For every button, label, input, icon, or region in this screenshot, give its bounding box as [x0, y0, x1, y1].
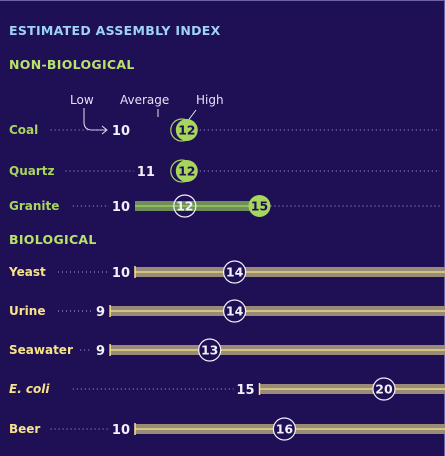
- low-value: 10: [112, 266, 130, 281]
- row-label-beer: Beer: [9, 422, 40, 436]
- low-value: 15: [236, 383, 254, 398]
- average-value: 12: [176, 199, 193, 214]
- top-border: [0, 0, 445, 1]
- average-high-marker: [175, 119, 198, 141]
- average-marker: [372, 377, 396, 401]
- average-value: 14: [226, 265, 244, 280]
- chart-title: ESTIMATED ASSEMBLY INDEX: [9, 23, 221, 38]
- average-value: 16: [276, 422, 294, 437]
- row-label-yeast: Yeast: [8, 265, 46, 279]
- average-marker: [223, 260, 247, 284]
- low-value: 10: [112, 124, 130, 139]
- row-label-coal: Coal: [9, 123, 38, 137]
- row-label-quartz: Quartz: [9, 164, 54, 178]
- legend-arrow-low: [83, 108, 106, 131]
- low-value: 11: [137, 165, 155, 180]
- legend-low: Low: [70, 93, 94, 107]
- legend-average: Average: [120, 93, 170, 107]
- section-non-biological: NON-BIOLOGICAL: [9, 57, 135, 72]
- section-biological: BIOLOGICAL: [9, 232, 97, 247]
- average-marker: [198, 338, 222, 362]
- average-marker: [223, 299, 247, 323]
- row-label-seawater: Seawater: [9, 343, 73, 357]
- row-label-granite: Granite: [9, 199, 59, 213]
- row-label-e-coli: E. coli: [9, 382, 50, 396]
- average-value: 12: [178, 123, 195, 138]
- average-marker: [173, 194, 197, 218]
- high-marker: [248, 195, 271, 217]
- average-high-marker: [175, 160, 198, 182]
- average-value: 13: [201, 343, 218, 358]
- low-value: 9: [96, 305, 105, 320]
- average-value: 14: [226, 304, 244, 319]
- high-value: 15: [251, 199, 268, 214]
- average-marker: [272, 417, 296, 441]
- low-value: 10: [112, 200, 130, 215]
- low-value: 10: [112, 423, 130, 438]
- legend-high: High: [196, 93, 224, 107]
- average-value: 20: [375, 382, 393, 397]
- average-value: 12: [178, 164, 195, 179]
- low-value: 9: [96, 344, 105, 359]
- row-label-urine: Urine: [9, 304, 45, 318]
